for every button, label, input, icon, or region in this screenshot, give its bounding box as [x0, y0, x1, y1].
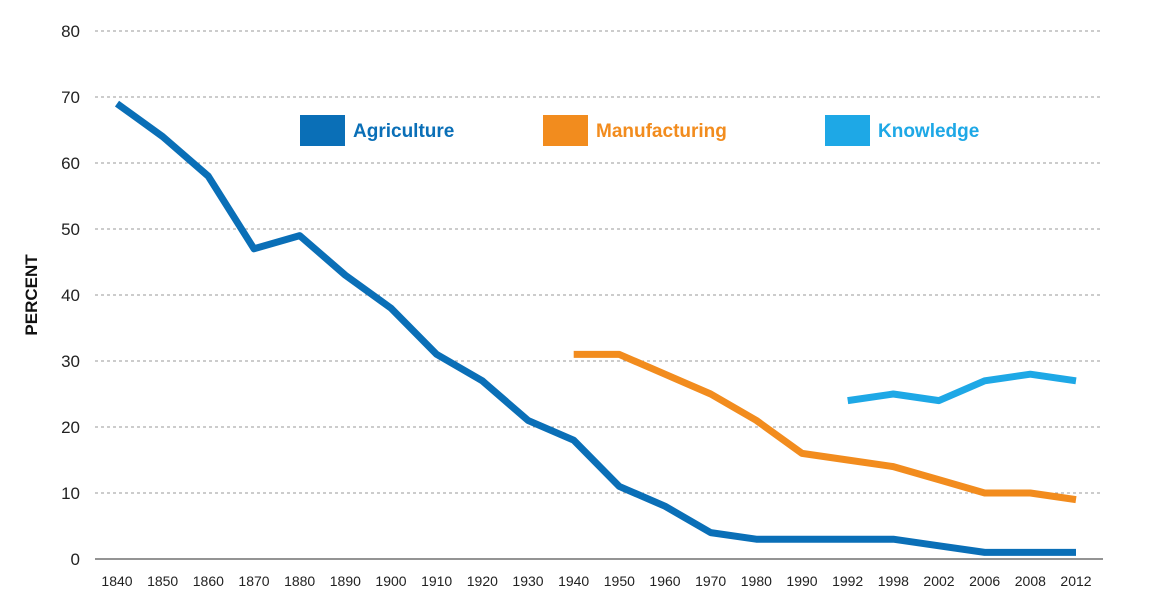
x-tick-label: 1880 [284, 573, 315, 589]
y-tick-label: 60 [61, 154, 80, 173]
x-tick-label: 2008 [1015, 573, 1046, 589]
y-tick-label: 30 [61, 352, 80, 371]
x-tick-label: 1950 [604, 573, 635, 589]
series-line-agriculture [114, 100, 1076, 556]
legend-label-agriculture: Agriculture [353, 121, 454, 142]
x-tick-label: 1920 [467, 573, 498, 589]
x-tick-label: 2012 [1060, 573, 1091, 589]
x-tick-label: 1940 [558, 573, 589, 589]
x-tick-label: 1840 [101, 573, 132, 589]
series-line-manufacturing [573, 350, 1077, 504]
x-tick-label: 1900 [375, 573, 406, 589]
y-tick-label: 40 [61, 286, 80, 305]
y-tick-label: 80 [61, 22, 80, 41]
x-tick-label: 1850 [147, 573, 178, 589]
y-axis-label: PERCENT [22, 254, 41, 336]
x-tick-label: 1990 [786, 573, 817, 589]
x-tick-label: 1870 [238, 573, 269, 589]
series-line-knowledge [847, 370, 1077, 405]
y-tick-label: 10 [61, 484, 80, 503]
x-tick-label: 2006 [969, 573, 1000, 589]
series-lines [114, 100, 1077, 556]
legend-swatch-knowledge [825, 115, 870, 146]
gridlines [95, 30, 1103, 560]
legend-swatch-manufacturing [543, 115, 588, 146]
y-tick-label: 50 [61, 220, 80, 239]
x-tick-label: 1930 [512, 573, 543, 589]
y-tick-label: 20 [61, 418, 80, 437]
x-tick-label: 1910 [421, 573, 452, 589]
x-tick-label: 1970 [695, 573, 726, 589]
x-tick-label: 1890 [330, 573, 361, 589]
x-tick-label: 1860 [193, 573, 224, 589]
x-axis-ticks: 1840 1850 1860 1870 1880 1890 1900 1910 1920 1930… [101, 573, 1091, 589]
x-tick-label: 1980 [741, 573, 772, 589]
legend: Agriculture Manufacturing Knowledge [300, 115, 979, 146]
legend-label-manufacturing: Manufacturing [596, 121, 727, 142]
x-tick-label: 1998 [878, 573, 909, 589]
y-tick-label: 0 [71, 550, 80, 569]
x-tick-label: 2002 [923, 573, 954, 589]
y-tick-label: 70 [61, 88, 80, 107]
x-tick-label: 1960 [649, 573, 680, 589]
y-axis-ticks: 0 10 20 30 40 50 60 70 80 [61, 22, 80, 569]
x-tick-label: 1992 [832, 573, 863, 589]
legend-label-knowledge: Knowledge [878, 121, 979, 142]
legend-swatch-agriculture [300, 115, 345, 146]
